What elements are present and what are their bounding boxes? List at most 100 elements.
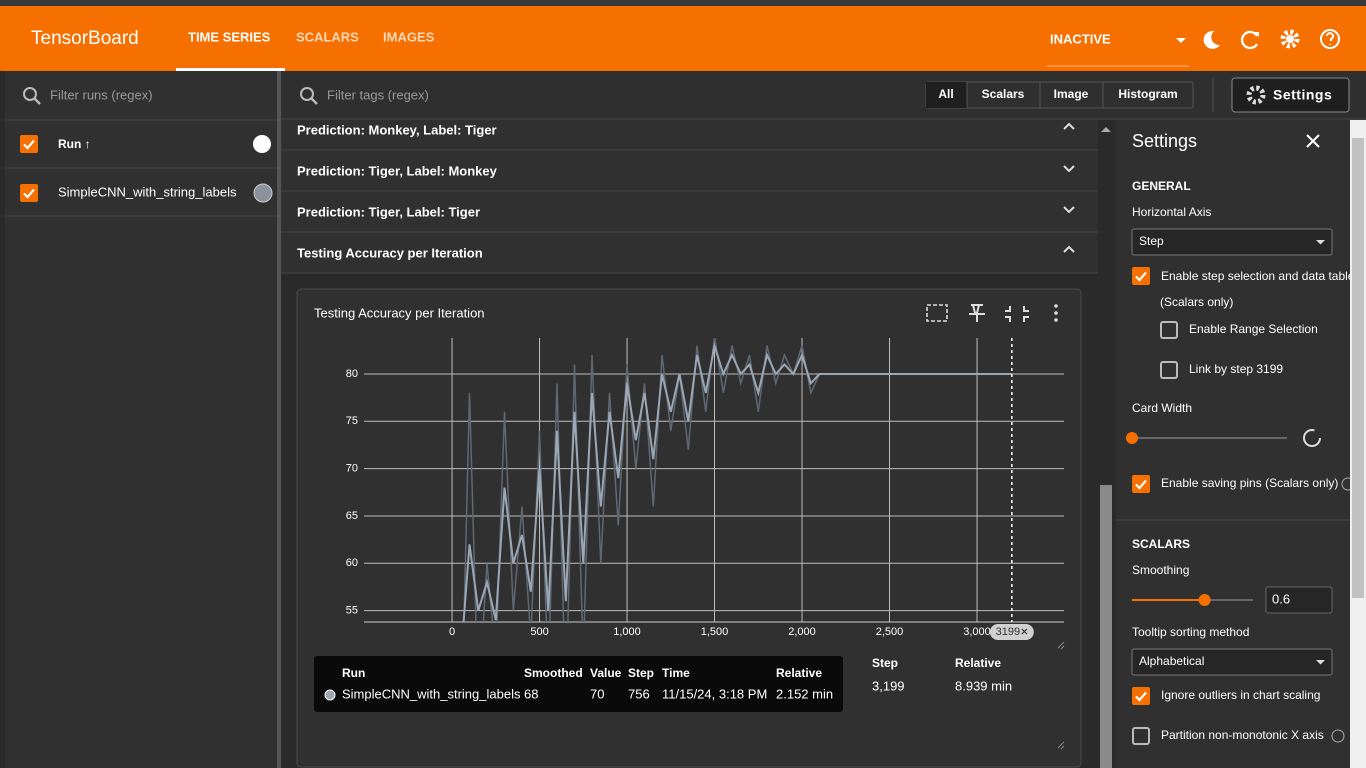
option-note: (Scalars only)	[1160, 295, 1233, 309]
tooltip-header: Value	[590, 666, 622, 680]
menu-dot[interactable]	[1054, 318, 1058, 322]
dropdown-arrow[interactable]	[1176, 38, 1186, 43]
palette-icon[interactable]	[253, 135, 271, 153]
app-bar	[0, 6, 1366, 71]
option-label: Enable Range Selection	[1189, 322, 1318, 336]
slider-thumb[interactable]	[1126, 432, 1138, 444]
y-tick-label: 70	[346, 463, 358, 475]
tooltip-sort-select[interactable]	[1131, 648, 1333, 676]
reload-status[interactable]: INACTIVE	[1050, 31, 1111, 46]
tooltip-header: Run	[342, 666, 365, 680]
info-icon[interactable]	[1341, 477, 1354, 491]
x-tick-label: 2,000	[788, 626, 816, 638]
option-label: Partition non-monotonic X axis	[1161, 728, 1324, 742]
y-tick-label: 80	[346, 368, 358, 380]
table-cell: 8.939 min	[955, 678, 1012, 693]
step-chip-label: 3199	[996, 626, 1020, 638]
plot: 55 60 65 70 75 80 0 500 1,000 1,500 2,000 2,500 3,00…	[346, 338, 1064, 640]
top-strip	[0, 0, 1366, 6]
groups: Prediction: Monkey, Label: Tiger Predict…	[281, 120, 1098, 274]
reload-icon[interactable]	[1240, 30, 1259, 50]
card-title: Testing Accuracy per Iteration	[314, 305, 485, 320]
settings-button[interactable]	[1231, 77, 1350, 113]
settings-title: Settings	[1132, 131, 1197, 151]
y-tick-label: 75	[346, 415, 358, 427]
resize-handle[interactable]	[1057, 741, 1065, 750]
settings-scrollbar-thumb[interactable]	[1352, 138, 1364, 598]
app-title: TensorBoard	[31, 28, 139, 49]
tooltip-header: Step	[628, 666, 654, 680]
type-filter[interactable]: Scalars	[982, 87, 1025, 101]
section-title: GENERAL	[1132, 179, 1191, 193]
help-icon[interactable]	[1320, 29, 1340, 49]
settings-button-icon	[1246, 85, 1266, 105]
series-line	[462, 345, 1012, 622]
collapse-card-icon[interactable]	[1005, 306, 1029, 322]
x-tick-label: 500	[530, 626, 548, 638]
x-tick-label: 1,000	[613, 626, 641, 638]
tooltip-header: Time	[662, 666, 690, 680]
table-header: Relative	[955, 656, 1001, 670]
tooltip-cell: 68	[524, 686, 538, 701]
filter-runs-input[interactable]: Filter runs (regex)	[50, 87, 153, 102]
run-checkbox[interactable]	[20, 184, 38, 202]
menu-dot[interactable]	[1054, 304, 1058, 308]
dark-mode-icon[interactable]	[1203, 30, 1220, 49]
tab[interactable]: SCALARS	[296, 29, 359, 44]
pin-icon[interactable]	[969, 304, 985, 322]
checkbox[interactable]	[1132, 475, 1150, 493]
tooltip-header: Smoothed	[524, 666, 583, 680]
tooltip	[314, 656, 843, 712]
type-filter[interactable]: Histogram	[1118, 87, 1177, 101]
y-tick-label: 60	[346, 557, 358, 569]
field-label: Card Width	[1132, 401, 1192, 415]
settings-button-label[interactable]: Settings	[1273, 87, 1332, 103]
settings-content: Settings GENERAL Horizontal Axis Step En…	[1116, 131, 1354, 745]
smoothing-input[interactable]	[1265, 586, 1333, 614]
tab[interactable]: TIME SERIES	[188, 29, 271, 44]
y-tick-label: 55	[346, 605, 358, 617]
menu-dot[interactable]	[1054, 311, 1058, 315]
scroll-up[interactable]	[1101, 127, 1111, 132]
scrollbar-thumb[interactable]	[1100, 485, 1112, 768]
filter-tags-input[interactable]: Filter tags (regex)	[327, 87, 429, 102]
tooltip-run-color	[324, 689, 336, 701]
reset-icon[interactable]	[1303, 429, 1321, 447]
tooltip-cell: 2.152 min	[776, 686, 833, 701]
step-chip	[989, 624, 1034, 640]
horizontal-axis-select[interactable]	[1131, 228, 1333, 256]
checkbox[interactable]	[1132, 687, 1150, 705]
option-label: Link by step 3199	[1189, 362, 1283, 376]
info-icon[interactable]	[1331, 729, 1345, 743]
select-all-checkbox[interactable]	[20, 135, 38, 153]
x-tick-label: 2,500	[876, 626, 904, 638]
option-label: Enable saving pins (Scalars only)	[1161, 476, 1338, 490]
reload-icon-head[interactable]	[1254, 32, 1259, 37]
group-headers	[281, 120, 1098, 273]
close-settings[interactable]	[1306, 134, 1320, 148]
settings-icon-core[interactable]	[1286, 35, 1294, 43]
group-title[interactable]: Testing Accuracy per Iteration	[297, 245, 483, 260]
run-column-header[interactable]: Run ↑	[58, 137, 91, 151]
type-filter[interactable]: All	[938, 87, 953, 101]
group-title[interactable]: Prediction: Tiger, Label: Monkey	[297, 163, 498, 178]
tooltip-cell: 11/15/24, 3:18 PM	[662, 686, 767, 701]
tab[interactable]: IMAGES	[383, 29, 435, 44]
group-title[interactable]: Prediction: Tiger, Label: Tiger	[297, 204, 480, 219]
type-filter[interactable]: Image	[1054, 87, 1089, 101]
dropdown-arrow	[1316, 240, 1325, 245]
run-name: SimpleCNN_with_string_labels	[58, 184, 237, 199]
settings-icon[interactable]	[1280, 29, 1300, 49]
tooltip-header: Relative	[776, 666, 822, 680]
table-header: Step	[872, 656, 898, 670]
help-icon-q	[1326, 32, 1334, 45]
select-value: Step	[1139, 234, 1164, 248]
section-title: SCALARS	[1132, 537, 1190, 551]
checkbox[interactable]	[1132, 267, 1150, 285]
group-title[interactable]: Prediction: Monkey, Label: Tiger	[297, 122, 497, 137]
fit-domain-icon[interactable]	[926, 304, 948, 322]
run-color[interactable]	[253, 183, 273, 203]
step-chip-close	[1021, 628, 1028, 635]
resize-handle[interactable]	[1057, 641, 1065, 650]
smoothing-thumb[interactable]	[1198, 594, 1211, 606]
